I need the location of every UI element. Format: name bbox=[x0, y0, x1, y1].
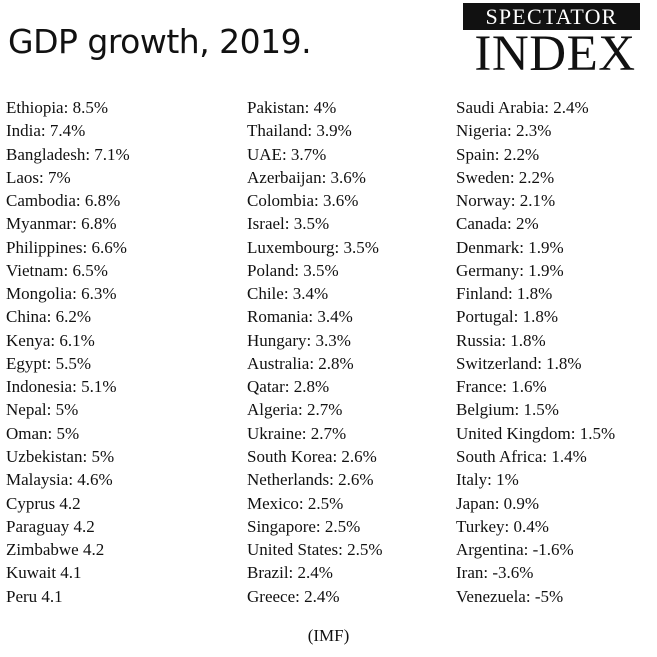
country-growth-item: Kuwait 4.1 bbox=[6, 563, 82, 583]
country-growth-item: Denmark: 1.9% bbox=[456, 237, 564, 257]
country-growth-item: Thailand: 3.9% bbox=[247, 121, 352, 141]
source-note: (IMF) bbox=[307, 626, 350, 645]
country-growth-item: Finland: 1.8% bbox=[456, 284, 553, 304]
country-growth-item: Iran: -3.6% bbox=[456, 563, 534, 583]
country-growth-item: Hungary: 3.3% bbox=[247, 330, 351, 350]
logo-index: INDEX bbox=[474, 26, 636, 82]
country-growth-item: Singapore: 2.5% bbox=[247, 516, 361, 536]
country-growth-item: Vietnam: 6.5% bbox=[6, 260, 108, 280]
country-growth-item: Indonesia: 5.1% bbox=[6, 377, 117, 397]
country-growth-item: Mexico: 2.5% bbox=[247, 493, 344, 513]
country-growth-item: Belgium: 1.5% bbox=[456, 400, 559, 420]
country-growth-item: Colombia: 3.6% bbox=[247, 191, 359, 211]
country-growth-item: Venezuela: -5% bbox=[456, 586, 564, 606]
country-growth-item: Romania: 3.4% bbox=[247, 307, 353, 327]
country-growth-item: UAE: 3.7% bbox=[247, 144, 327, 164]
country-growth-item: Netherlands: 2.6% bbox=[247, 470, 374, 490]
country-growth-item: Peru 4.1 bbox=[6, 586, 63, 606]
page-title: GDP growth, 2019. bbox=[8, 22, 312, 61]
country-growth-item: Kenya: 6.1% bbox=[6, 330, 95, 350]
country-growth-item: Cambodia: 6.8% bbox=[6, 191, 121, 211]
country-growth-item: Canada: 2% bbox=[456, 214, 539, 234]
country-growth-item: Chile: 3.4% bbox=[247, 284, 329, 304]
country-growth-item: Norway: 2.1% bbox=[456, 191, 556, 211]
country-growth-item: Australia: 2.8% bbox=[247, 353, 354, 373]
country-growth-item: Poland: 3.5% bbox=[247, 260, 339, 280]
country-growth-item: Uzbekistan: 5% bbox=[6, 446, 115, 466]
country-growth-item: China: 6.2% bbox=[6, 307, 91, 327]
country-growth-item: Luxembourg: 3.5% bbox=[247, 237, 379, 257]
logo-spectator: SPECTATOR bbox=[463, 3, 640, 30]
country-growth-item: Israel: 3.5% bbox=[247, 214, 330, 234]
country-growth-item: Oman: 5% bbox=[6, 423, 80, 443]
country-growth-item: Italy: 1% bbox=[456, 470, 519, 490]
country-growth-item: Argentina: -1.6% bbox=[456, 540, 574, 560]
country-growth-item: Germany: 1.9% bbox=[456, 260, 564, 280]
country-growth-item: United Kingdom: 1.5% bbox=[456, 423, 616, 443]
country-growth-item: Turkey: 0.4% bbox=[456, 516, 549, 536]
country-growth-item: Laos: 7% bbox=[6, 167, 71, 187]
country-growth-item: South Africa: 1.4% bbox=[456, 446, 587, 466]
country-growth-item: France: 1.6% bbox=[456, 377, 547, 397]
country-growth-item: Egypt: 5.5% bbox=[6, 353, 91, 373]
country-growth-item: Sweden: 2.2% bbox=[456, 167, 555, 187]
country-growth-item: Portugal: 1.8% bbox=[456, 307, 558, 327]
country-list-column-1: Ethiopia: 8.5% India: 7.4% Bangladesh: 7.1… bbox=[6, 96, 130, 608]
country-growth-item: United States: 2.5% bbox=[247, 540, 383, 560]
country-growth-item: Algeria: 2.7% bbox=[247, 400, 343, 420]
country-growth-item: Greece: 2.4% bbox=[247, 586, 340, 606]
country-growth-item: India: 7.4% bbox=[6, 121, 86, 141]
country-growth-item: Bangladesh: 7.1% bbox=[6, 144, 130, 164]
country-growth-item: Pakistan: 4% bbox=[247, 98, 337, 117]
country-growth-item: Russia: 1.8% bbox=[456, 330, 546, 350]
country-growth-item: Zimbabwe 4.2 bbox=[6, 540, 105, 560]
country-growth-item: Azerbaijan: 3.6% bbox=[247, 167, 366, 187]
country-growth-item: Myanmar: 6.8% bbox=[6, 214, 117, 234]
country-growth-item: Saudi Arabia: 2.4% bbox=[456, 98, 589, 117]
country-growth-item: Brazil: 2.4% bbox=[247, 563, 333, 583]
country-list-column-2: Pakistan: 4% Thailand: 3.9% UAE: 3.7% Azerb… bbox=[247, 96, 383, 608]
country-growth-item: Malaysia: 4.6% bbox=[6, 470, 113, 490]
country-growth-item: Philippines: 6.6% bbox=[6, 237, 127, 257]
country-growth-item: Mongolia: 6.3% bbox=[6, 284, 117, 304]
country-growth-item: Spain: 2.2% bbox=[456, 144, 540, 164]
country-growth-item: Nigeria: 2.3% bbox=[456, 121, 552, 141]
country-growth-item: Ukraine: 2.7% bbox=[247, 423, 347, 443]
country-growth-item: Switzerland: 1.8% bbox=[456, 353, 582, 373]
country-growth-item: Ethiopia: 8.5% bbox=[6, 98, 108, 117]
country-growth-item: Cyprus 4.2 bbox=[6, 493, 81, 513]
country-growth-item: Paraguay 4.2 bbox=[6, 516, 95, 536]
country-growth-item: South Korea: 2.6% bbox=[247, 446, 377, 466]
country-growth-item: Japan: 0.9% bbox=[456, 493, 540, 513]
country-list-column-3: Saudi Arabia: 2.4% Nigeria: 2.3% Spain: 2.… bbox=[456, 96, 615, 608]
country-growth-item: Nepal: 5% bbox=[6, 400, 79, 420]
country-growth-item: Qatar: 2.8% bbox=[247, 377, 330, 397]
